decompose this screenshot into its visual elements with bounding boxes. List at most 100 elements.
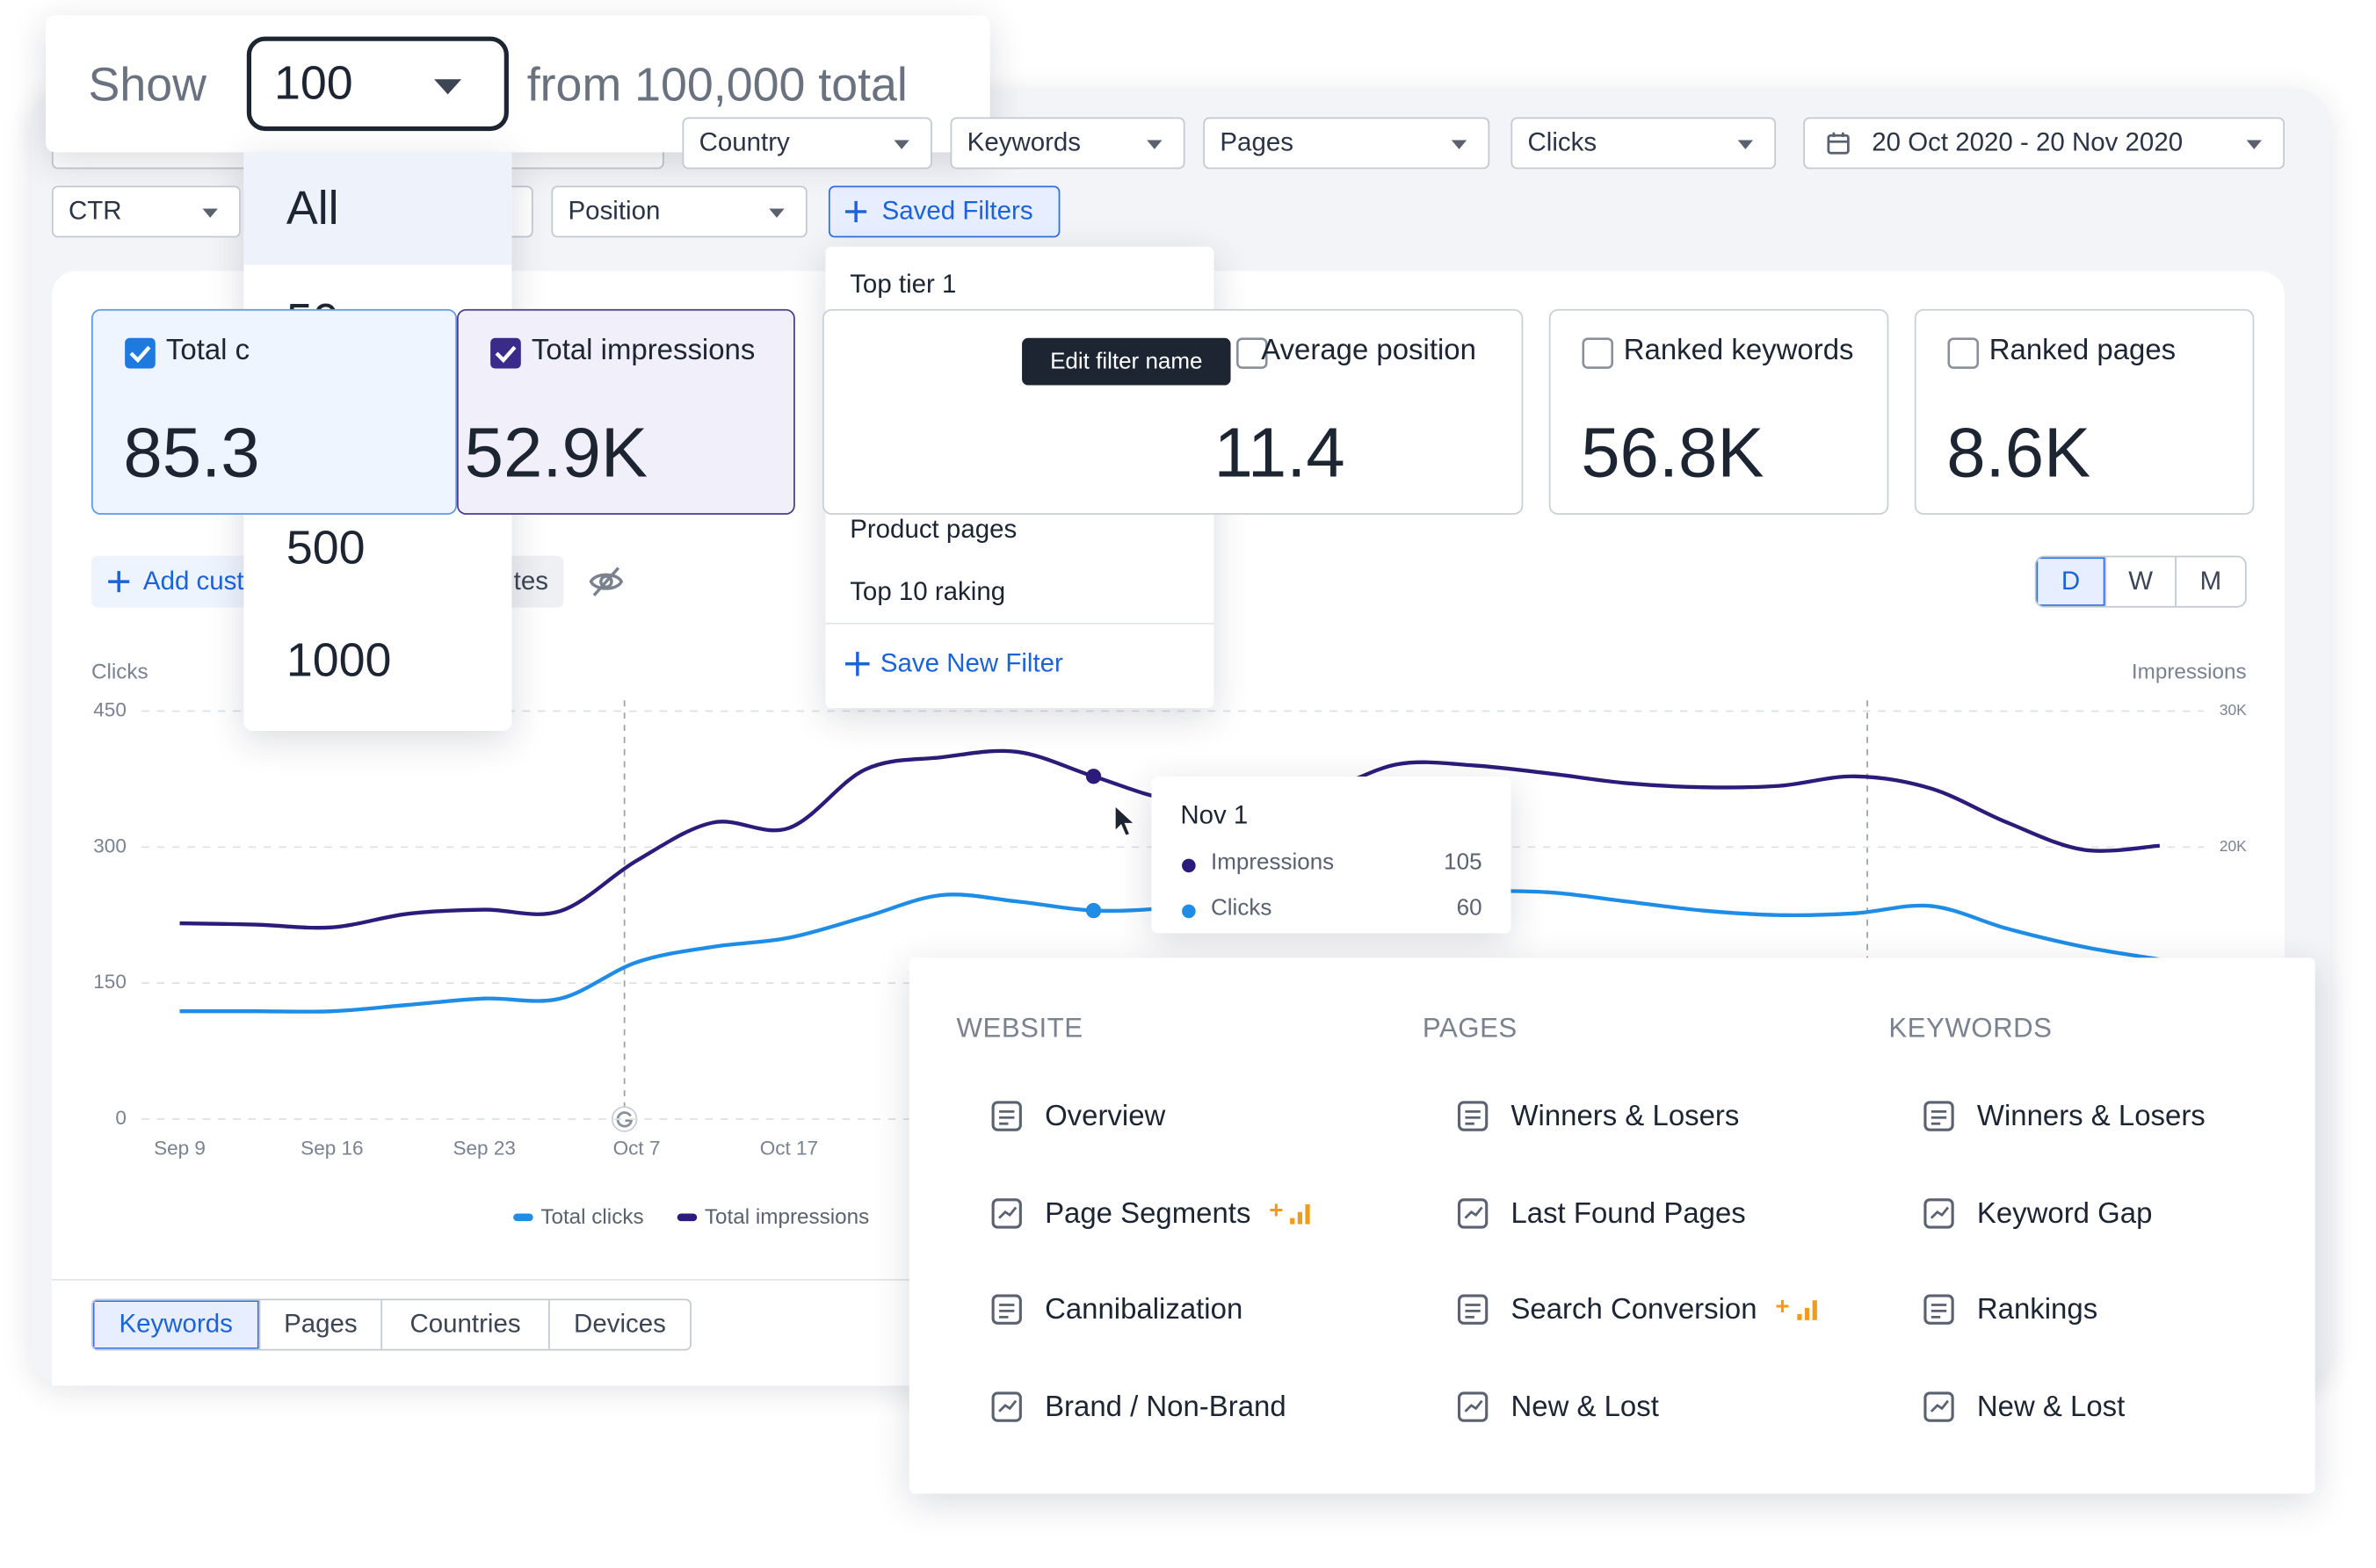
metric-card[interactable]: Total impressions 52.9K [456, 308, 795, 515]
nav-item[interactable]: Overview [1045, 1101, 1166, 1133]
nav-item[interactable]: New & Lost [1976, 1391, 2126, 1423]
filter-select[interactable]: Position [551, 185, 808, 238]
date-filter[interactable]: 20 Oct 2020 - 20 Nov 2020 [1803, 117, 2285, 170]
bar [1811, 1300, 1817, 1320]
bar [1804, 1307, 1809, 1320]
check [129, 345, 151, 364]
saved-filters-button[interactable]: Saved Filters [828, 185, 1061, 238]
icon-detail [1464, 1205, 1483, 1218]
page-size-option[interactable]: 1000 [286, 633, 392, 688]
icon-shape [1457, 1101, 1489, 1131]
icon-shape [991, 1197, 1022, 1228]
icon-detail [998, 1398, 1018, 1412]
metric-card[interactable]: Total c 85.3 [91, 308, 457, 515]
plus-icon [108, 570, 130, 593]
tooltip-series: Clicks [1210, 895, 1272, 921]
page-size-select[interactable]: 100 [246, 36, 509, 132]
navigation-menu: WEBSITE Overview Page Segments + Cannibaliza… [909, 957, 2315, 1494]
nav-item[interactable]: Page Segments [1045, 1197, 1251, 1230]
metric-card[interactable]: Ranked pages 8.6K [1914, 308, 2255, 515]
tooltip-dot [1182, 904, 1196, 919]
nav-item[interactable]: Keyword Gap [1976, 1197, 2153, 1230]
nav-item[interactable]: Rankings [1976, 1294, 2098, 1326]
y-tick-label: 0 [115, 1107, 127, 1129]
icon-shape [991, 1391, 1022, 1421]
metric-value: 52.9K [464, 412, 648, 492]
nav-icon [991, 1294, 1022, 1325]
saved-filter-item[interactable]: Top 10 raking [850, 576, 1006, 605]
metric-label: Ranked keywords [1623, 335, 1854, 367]
metric-value: 56.8K [1581, 412, 1764, 492]
icon-shape [1457, 1391, 1489, 1421]
nav-item[interactable]: Winners & Losers [1976, 1101, 2206, 1133]
tab[interactable]: Pages [258, 1300, 381, 1349]
metric-card[interactable]: Ranked keywords 56.8K [1548, 308, 1889, 515]
icon-shape [1923, 1294, 1954, 1325]
nav-item[interactable]: Search Conversion [1510, 1294, 1757, 1326]
icon-shape [991, 1101, 1022, 1131]
metric-label: Total c [165, 335, 250, 367]
filter-select[interactable]: Keywords [950, 117, 1185, 170]
icon-shape [1923, 1197, 1954, 1228]
nav-item[interactable]: Winners & Losers [1510, 1101, 1740, 1133]
nav-icon [1923, 1197, 1954, 1228]
nav-item[interactable]: Brand / Non-Brand [1045, 1391, 1286, 1423]
filter-select[interactable]: Clicks [1510, 117, 1777, 170]
x-tick-label: Sep 23 [453, 1138, 516, 1160]
metric-label: Ranked pages [1988, 335, 2177, 367]
granularity-option[interactable]: D [2036, 557, 2105, 606]
badge-plus: + [1269, 1197, 1284, 1224]
tab[interactable]: Countries [380, 1300, 548, 1349]
nav-item[interactable]: Cannibalization [1045, 1294, 1243, 1326]
page-size-option[interactable]: All [243, 152, 512, 265]
y-tick-label: 300 [93, 835, 127, 856]
checkbox [1582, 337, 1614, 369]
filter-tooltip: Edit filter name [1022, 337, 1231, 386]
nav-icon [1457, 1197, 1489, 1228]
icon-detail [1930, 1398, 1950, 1412]
tab[interactable]: Devices [547, 1300, 690, 1349]
icon-detail [1464, 1398, 1483, 1412]
bar [1290, 1217, 1295, 1224]
nav-item[interactable]: New & Lost [1510, 1391, 1659, 1423]
metric-value: 11.4 [1213, 412, 1345, 492]
nav-heading: KEYWORDS [1888, 1012, 2053, 1044]
saved-filter-item[interactable]: Product pages [850, 515, 1018, 545]
badge-icon [1290, 1203, 1311, 1224]
tooltip-series: Impressions [1210, 849, 1335, 876]
hide-icon[interactable] [588, 563, 625, 600]
page-size-options: All502505001000 [243, 152, 512, 731]
nav-heading: PAGES [1422, 1012, 1518, 1044]
checkbox-box [1582, 337, 1614, 369]
checkbox-box [490, 337, 521, 369]
total-label: from 100,000 total [526, 57, 908, 112]
page-size-option[interactable]: 500 [286, 520, 366, 574]
checkbox-box [1947, 337, 1980, 369]
button-label: Saved Filters [881, 196, 1033, 226]
saved-filter-item[interactable]: Top tier 1 [850, 269, 957, 299]
x-tick-label: Oct 17 [760, 1138, 818, 1160]
save-new-filter[interactable]: Save New Filter [880, 648, 1063, 678]
filter-select[interactable]: CTR [51, 185, 241, 238]
tab[interactable]: Keywords [92, 1300, 259, 1349]
badge-icon [1796, 1300, 1817, 1320]
granularity-option[interactable]: M [2175, 557, 2245, 606]
metric-card[interactable]: Average position 11.4 [822, 308, 1524, 515]
metric-label: Average position [1261, 335, 1476, 367]
icon-shape [1457, 1197, 1489, 1228]
y-tick-label: 450 [93, 698, 127, 720]
icon-shape [1923, 1101, 1954, 1131]
checkbox [490, 337, 521, 369]
tabs: Keywords Pages Countries Devices [91, 1298, 692, 1351]
nav-item[interactable]: Last Found Pages [1510, 1197, 1746, 1230]
legend-label: Total impressions [705, 1205, 869, 1229]
granularity-option[interactable]: W [2104, 557, 2175, 606]
x-tick-label: Sep 9 [154, 1138, 206, 1160]
x-tick-label: Oct 7 [613, 1138, 661, 1160]
date-range: 20 Oct 2020 - 20 Nov 2020 [1872, 127, 2184, 157]
icon-detail [1465, 1304, 1481, 1319]
filter-select[interactable]: Country [682, 117, 932, 170]
filter-select[interactable]: Pages [1203, 117, 1490, 170]
